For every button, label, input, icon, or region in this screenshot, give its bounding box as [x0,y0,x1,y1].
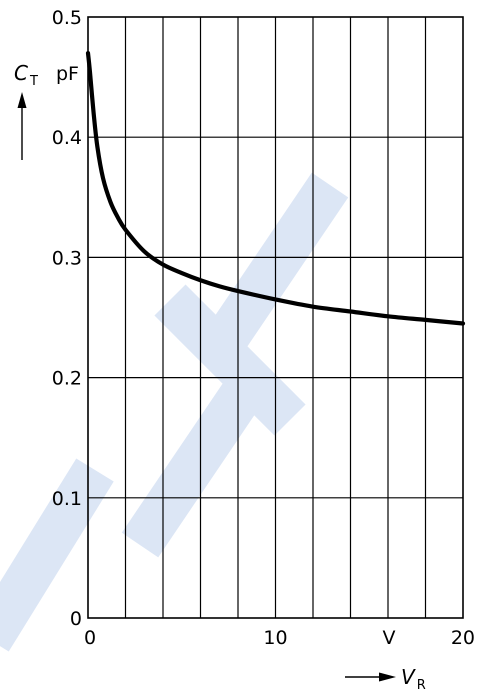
y-axis-unit: pF [56,63,79,85]
x-tick-label: 20 [451,627,475,649]
watermark-stroke [0,458,114,652]
y-axis-symbol: C [14,61,28,85]
curve-layer [85,50,466,326]
y-tick-label: 0.2 [52,368,82,390]
tick-labels: 0 0.1 0.2 0.3 0.4 0.5 0 10 20 [52,7,475,649]
x-axis-subscript: R [417,678,426,693]
svg-text:CT: CT [14,61,38,89]
x-tick-label: 0 [84,627,96,649]
y-tick-label: 0.1 [52,488,82,510]
y-tick-label: 0.3 [52,247,82,269]
x-tick-label: 10 [263,627,287,649]
x-axis-symbol: V [401,665,416,689]
y-axis-subscript: T [29,74,38,89]
x-axis-unit: V [383,627,396,649]
plot-border [87,16,464,619]
y-tick-label: 0.5 [52,7,82,29]
watermark-stroke [121,362,274,558]
svg-text:VR: VR [401,665,426,693]
y-tick-label: 0.4 [52,127,82,149]
y-tick-label: 0 [70,608,82,630]
series-line-capacitance [85,50,466,326]
plot-frame [87,16,464,619]
watermark-stroke [196,172,349,368]
x-axis-arrow-icon [345,672,396,682]
watermark [0,172,349,652]
y-axis-arrow-icon [17,92,27,160]
gridlines [88,17,463,618]
